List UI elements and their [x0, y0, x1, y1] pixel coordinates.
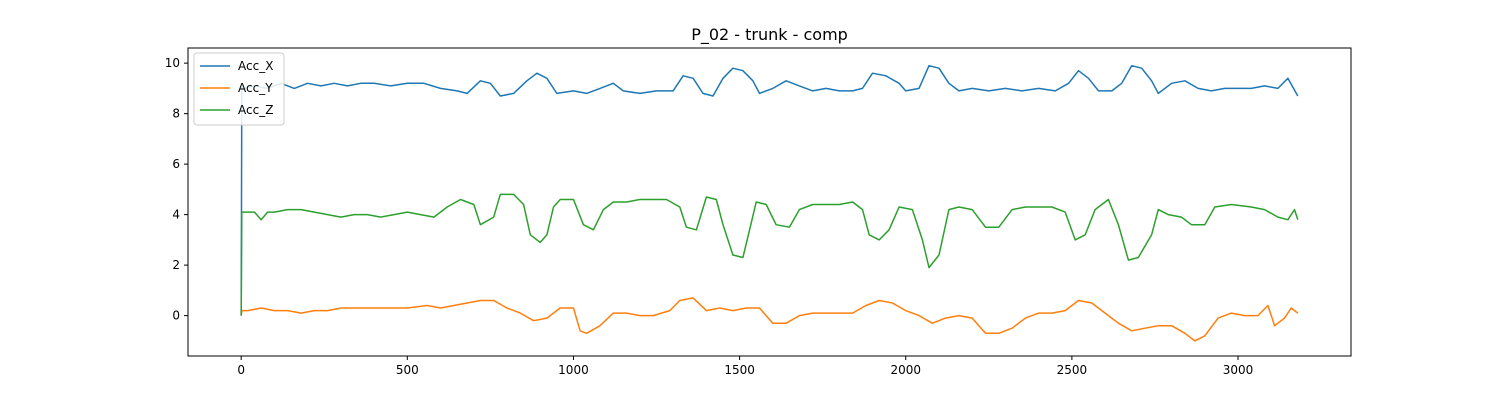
x-tick-label: 0: [237, 363, 245, 377]
y-tick-label: 2: [172, 258, 180, 272]
legend: Acc_X Acc_Y Acc_Z: [193, 52, 285, 126]
x-tick-label: 2500: [1057, 363, 1088, 377]
chart-title: P_02 - trunk - comp: [691, 25, 848, 45]
x-tick-label: 500: [396, 363, 419, 377]
x-tick-label: 1500: [724, 363, 755, 377]
y-tick-label: 10: [165, 56, 180, 70]
series-layer: [240, 64, 1299, 342]
series-line-acc-x: [240, 64, 1299, 316]
legend-label: Acc_X: [238, 59, 273, 73]
legend-label: Acc_Z: [238, 103, 273, 117]
legend-box: [193, 52, 285, 126]
x-tick-label: 2000: [890, 363, 921, 377]
series-line-acc-y: [240, 297, 1299, 342]
y-tick-label: 8: [172, 107, 180, 121]
y-tick-label: 0: [172, 309, 180, 323]
x-axis-ticks: 0 500 1000 1500 2000 2500 3000: [237, 356, 1253, 377]
x-tick-label: 3000: [1223, 363, 1254, 377]
legend-label: Acc_Y: [238, 81, 273, 95]
series-line-acc-z: [240, 193, 1299, 316]
y-axis-ticks: 0 2 4 6 8 10: [165, 56, 188, 323]
plot-frame: [187, 47, 1352, 357]
y-tick-label: 6: [172, 157, 180, 171]
y-tick-label: 4: [172, 208, 180, 222]
x-tick-label: 1000: [558, 363, 589, 377]
